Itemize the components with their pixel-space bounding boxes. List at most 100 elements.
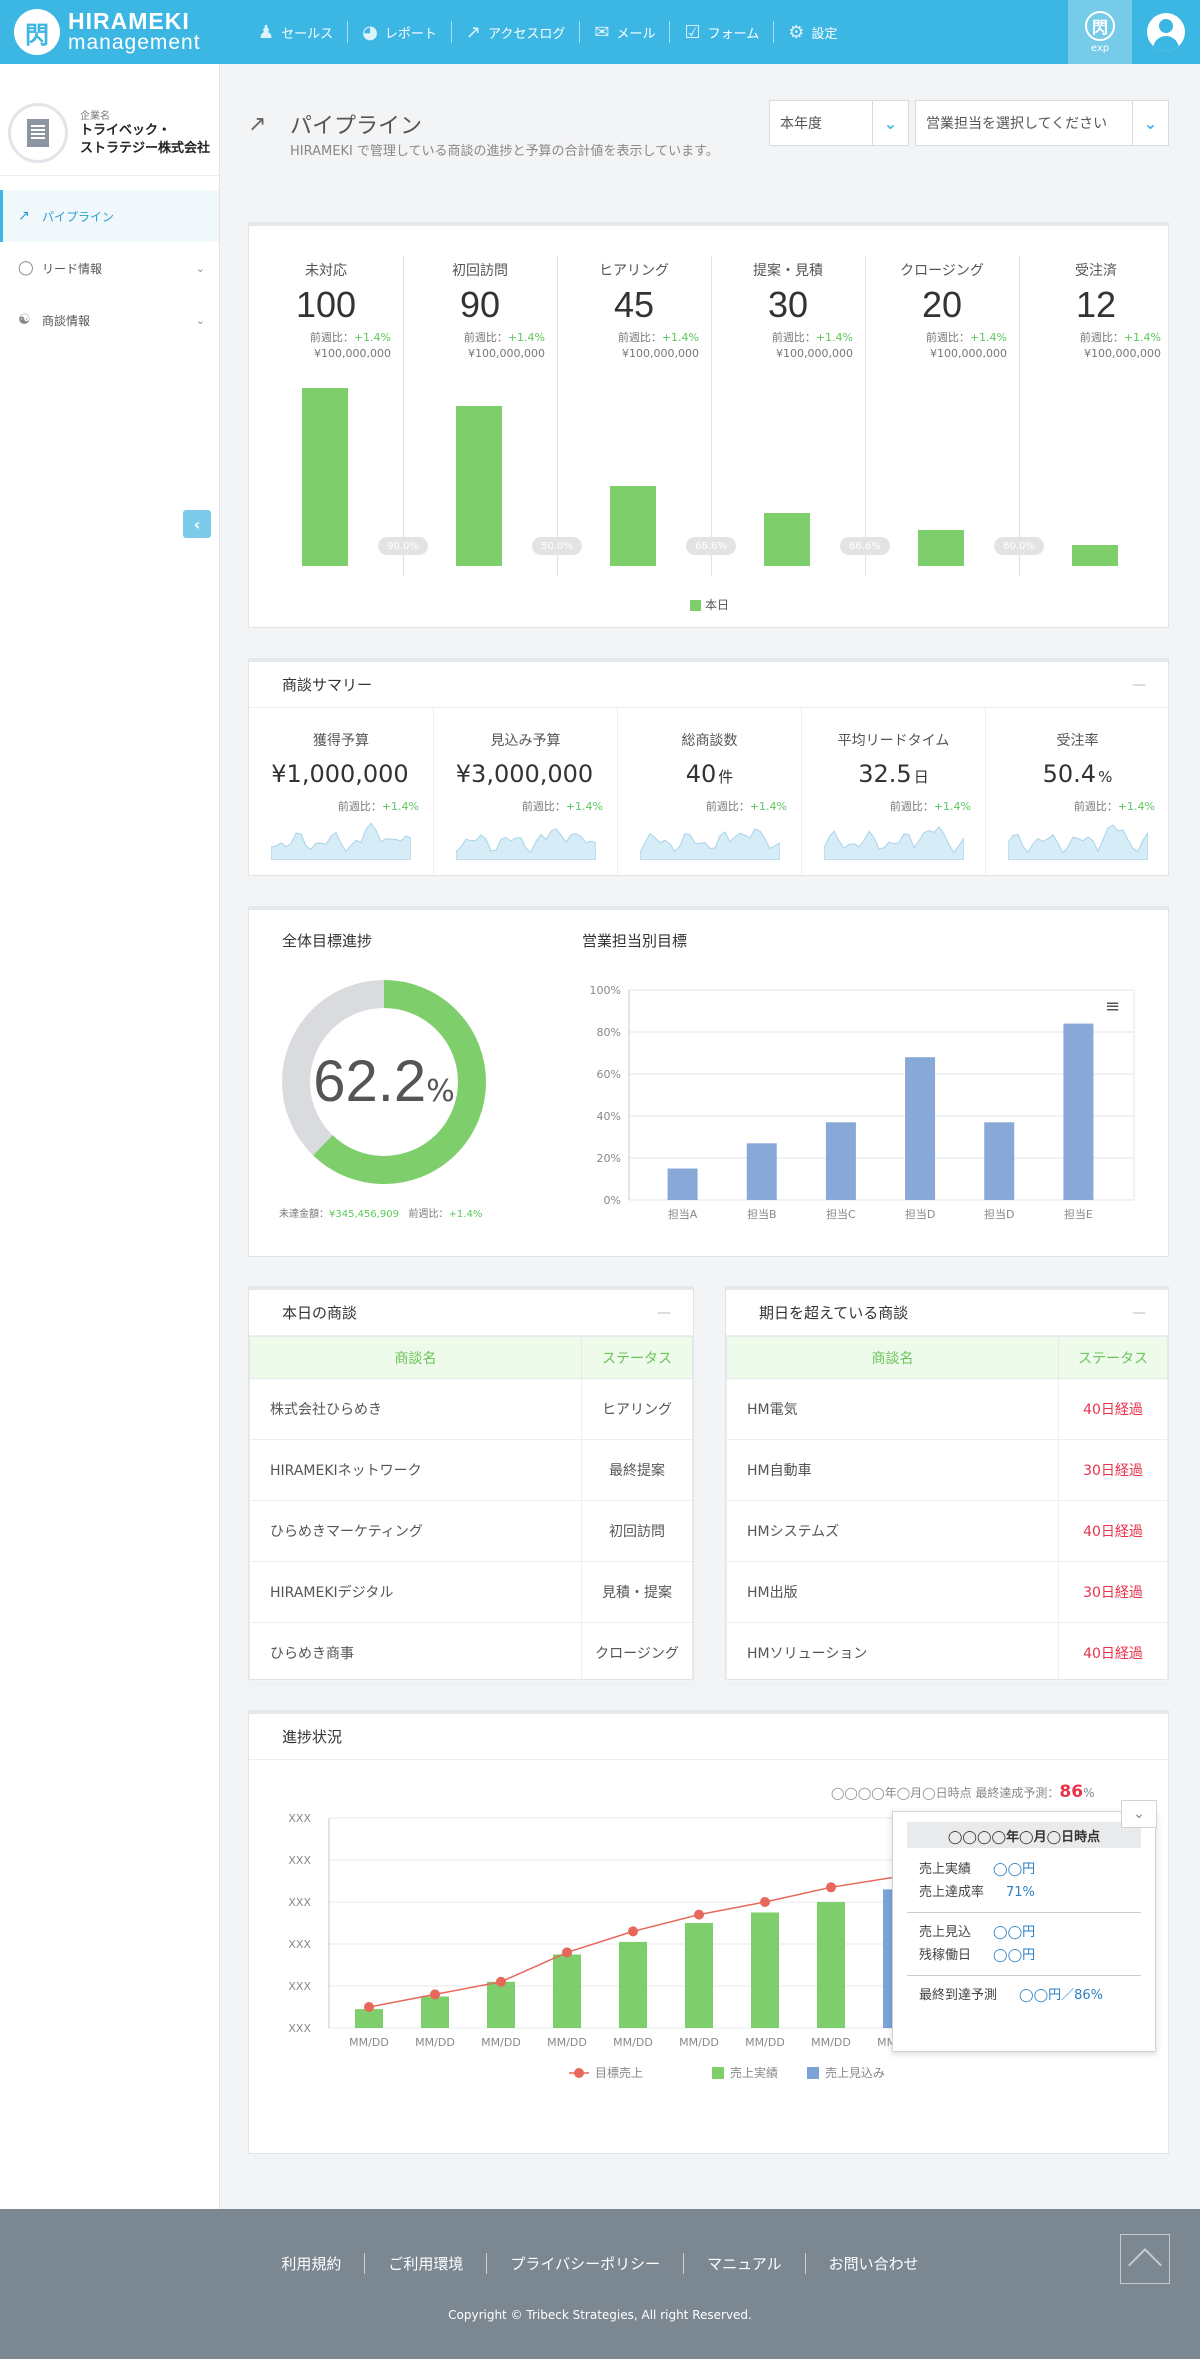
chevron-down-icon[interactable]: ⌄ (1132, 101, 1168, 145)
table-row[interactable]: ひらめき商事 クロージング (249, 1622, 693, 1684)
summary-label: 見込み予算 (490, 733, 561, 749)
target-point (430, 1989, 440, 2000)
legend-label: 目標売上 (595, 2065, 643, 2080)
deal-name[interactable]: 株式会社ひらめき (249, 1378, 582, 1440)
tooltip-key: 最終到達予測 (919, 1988, 998, 2003)
legend-swatch (689, 600, 701, 611)
stage-amount: ¥100,000,000 (468, 347, 545, 360)
rep-goal-title: 営業担当別目標 (582, 932, 688, 950)
period-select[interactable]: 本年度 ⌄ (769, 100, 909, 146)
stage-wow: 前週比：+1.4% (865, 330, 1007, 346)
deal-name[interactable]: ひらめき商事 (249, 1622, 582, 1684)
table-row[interactable]: HM出版 30日経過 (726, 1561, 1168, 1623)
footer-link-manual[interactable]: マニュアル (683, 2253, 805, 2274)
summary-sparkline (823, 826, 964, 860)
goal-percent: 62.2% (279, 1048, 489, 1115)
summary-card: 商談サマリー — 獲得予算 ¥1,000,000 前週比：+1.4% 見込み予算 ¥3,… (248, 658, 1169, 876)
tooltip-key: 売上実績 (919, 1862, 972, 1877)
summary-column: 獲得予算 ¥1,000,000 前週比：+1.4% (249, 708, 433, 874)
stage-meta: 前週比：+1.4% ¥100,000,000 (249, 330, 403, 362)
trend-icon: ↗ (248, 112, 267, 137)
rep-select[interactable]: 営業担当を選択してください ⌄ (915, 100, 1169, 146)
col-header-name: 商談名 (249, 1336, 582, 1379)
nav-settings[interactable]: ⚙ 設定 (773, 21, 851, 43)
progress-bar (817, 1902, 845, 2028)
deal-name[interactable]: HMソリューション (726, 1622, 1059, 1684)
target-point (496, 1976, 506, 1987)
company-block: 企業名 トライベック・ ストラテジー株式会社 (0, 64, 219, 176)
footer-link-terms[interactable]: 利用規約 (281, 2255, 342, 2273)
summary-column: 受注率 50.4% 前週比：+1.4% (985, 708, 1169, 874)
forecast-text: ◯◯◯◯年◯月◯日時点 最終達成予測：86% (831, 1782, 1094, 1802)
tooltip-divider (907, 1912, 1141, 1913)
deal-name[interactable]: HM自動車 (726, 1439, 1059, 1501)
table-row[interactable]: HIRAMEKIデジタル 見積・提案 (249, 1561, 693, 1623)
wow-value: +1.4% (749, 800, 787, 813)
nav-form[interactable]: ☑ フォーム (669, 21, 773, 43)
deal-name[interactable]: HIRAMEKIネットワーク (249, 1439, 582, 1501)
target-point (760, 1897, 770, 1907)
exp-label: exp (1090, 42, 1110, 54)
legend-label: 売上見込み (825, 2065, 885, 2080)
target-point (364, 2002, 374, 2012)
table-row[interactable]: ひらめきマーケティング 初回訪問 (249, 1500, 693, 1562)
table-row[interactable]: HM電気 40日経過 (726, 1378, 1168, 1440)
exp-button[interactable]: 閃 exp (1068, 0, 1132, 64)
wow-value: +1.4% (661, 331, 699, 344)
nav-form-label: フォーム (707, 26, 760, 42)
stage-count: 90 (459, 284, 501, 325)
tooltip-row: 売上達成率 71% (893, 1881, 1155, 1904)
sidebar-item-leads[interactable]: ◯ リード情報 ⌄ (0, 242, 219, 294)
minimize-icon[interactable]: — (657, 1304, 671, 1321)
nav-mail[interactable]: ✉ メール (579, 21, 669, 43)
nav-access-log[interactable]: ↗ アクセスログ (450, 21, 579, 43)
copyright: Copyright © Tribeck Strategies, All righ… (448, 2308, 752, 2322)
footer-link-contact[interactable]: お問い合わせ (804, 2253, 942, 2274)
nav-report[interactable]: ◕ レポート (347, 21, 451, 43)
pipeline-bar (764, 513, 810, 566)
tooltip-key: 売上見込 (919, 1925, 972, 1940)
building-icon (8, 102, 68, 163)
y-tick-label: XXX (288, 1812, 311, 1825)
table-row[interactable]: 株式会社ひらめき ヒアリング (249, 1378, 693, 1440)
table-row[interactable]: HIRAMEKIネットワーク 最終提案 (249, 1439, 693, 1501)
sidebar-item-pipeline[interactable]: ↗ パイプライン (0, 190, 219, 242)
chevron-down-icon[interactable]: ⌄ (1121, 1800, 1157, 1828)
app-logo[interactable]: 閃 HIRAMEKI management (0, 0, 220, 64)
company-caption: 企業名 (80, 111, 110, 122)
chart-menu-icon[interactable]: ≡ (1105, 996, 1121, 1017)
deal-name[interactable]: HMシステムズ (726, 1500, 1059, 1562)
summary-value-number: 32.5 (858, 760, 912, 788)
table-row[interactable]: HMシステムズ 40日経過 (726, 1500, 1168, 1562)
tooltip-row: 売上見込 ◯◯円 (893, 1921, 1155, 1944)
today-deals-title: 本日の商談 — (249, 1290, 693, 1336)
footer-link-privacy[interactable]: プライバシーポリシー (486, 2253, 683, 2274)
summary-column: 見込み予算 ¥3,000,000 前週比：+1.4% (433, 708, 617, 874)
scroll-top-button[interactable] (1120, 2234, 1170, 2284)
donut-achieved (282, 980, 486, 1184)
deal-name[interactable]: ひらめきマーケティング (249, 1500, 582, 1562)
deal-name[interactable]: HM出版 (726, 1561, 1059, 1623)
main-nav: ♟ セールス ◕ レポート ↗ アクセスログ ✉ メール ☑ フォーム ⚙ 設定 (244, 0, 851, 64)
deal-name[interactable]: HIRAMEKIデジタル (249, 1561, 582, 1623)
sidebar-item-deals[interactable]: ☯ 商談情報 ⌄ (0, 294, 219, 346)
stage-meta: 前週比：+1.4% ¥100,000,000 (557, 330, 711, 362)
wow-label: 前週比： (337, 800, 382, 813)
table-row[interactable]: HMソリューション 40日経過 (726, 1622, 1168, 1684)
minimize-icon[interactable]: — (1132, 676, 1146, 693)
minimize-icon[interactable]: — (1132, 1304, 1146, 1321)
user-menu-button[interactable] (1132, 0, 1200, 64)
deal-name[interactable]: HM電気 (726, 1378, 1059, 1440)
nav-sales[interactable]: ♟ セールス (244, 21, 347, 43)
footer-link-environment[interactable]: ご利用環境 (364, 2253, 486, 2274)
sidebar-collapse-button[interactable]: ‹ (183, 510, 211, 538)
legend-bar-swatch (807, 2067, 819, 2079)
x-tick-label: 担当D (905, 1207, 935, 1221)
summary-value-number: 50.4 (1042, 760, 1097, 788)
wow-value: +1.4% (1123, 331, 1161, 344)
nav-report-label: レポート (384, 26, 437, 42)
table-row[interactable]: HM自動車 30日経過 (726, 1439, 1168, 1501)
target-point (628, 1926, 638, 1937)
chevron-down-icon[interactable]: ⌄ (872, 101, 908, 145)
goal-donut (282, 980, 486, 1184)
